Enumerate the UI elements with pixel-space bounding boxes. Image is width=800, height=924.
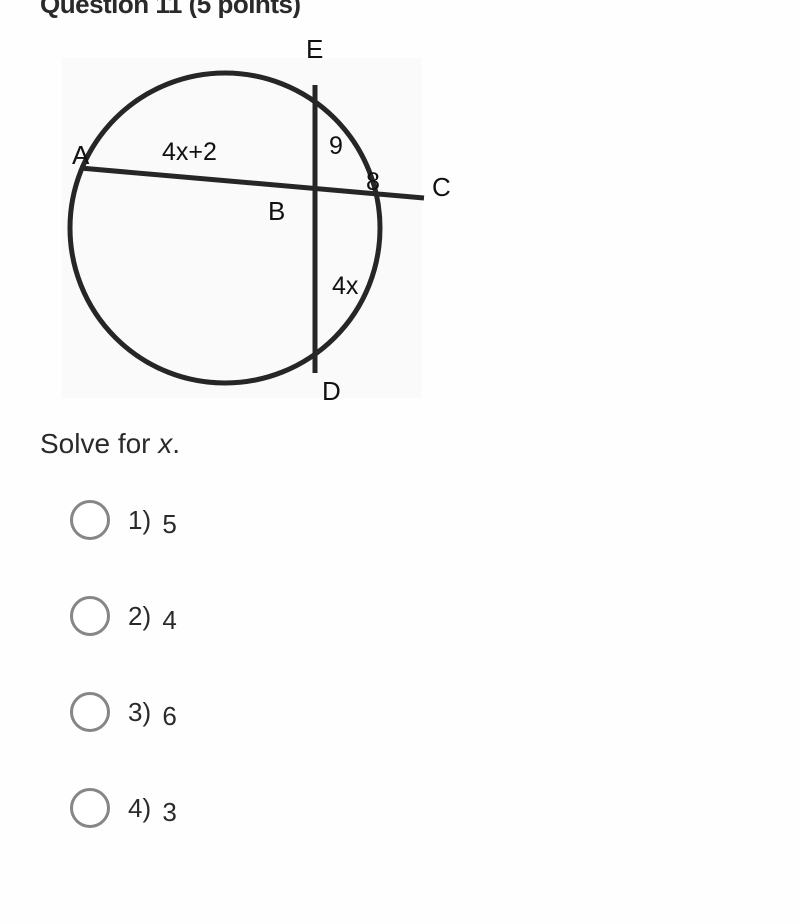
option-2[interactable]: 2) 4: [70, 596, 780, 636]
option-label: 2) 4: [128, 601, 177, 632]
option-val: 4: [162, 605, 176, 635]
label-C: C: [432, 172, 451, 202]
question-prompt: Solve for x.: [40, 428, 780, 460]
prompt-var: x: [158, 428, 172, 459]
question-title: Question 11 (5 points): [40, 0, 301, 18]
option-label: 3) 6: [128, 697, 177, 728]
geometry-diagram: A E B C D 4x+2 9 8 4x: [40, 28, 420, 398]
option-4[interactable]: 4) 3: [70, 788, 780, 828]
seg-BD-label: 4x: [332, 272, 359, 300]
seg-BE-label: 9: [329, 132, 343, 160]
label-D: D: [322, 376, 341, 406]
seg-BC-label: 8: [366, 168, 380, 196]
option-num: 3): [128, 697, 151, 727]
answer-options: 1) 5 2) 4 3) 6 4) 3: [40, 500, 780, 828]
option-3[interactable]: 3) 6: [70, 692, 780, 732]
seg-AB-label: 4x+2: [162, 138, 217, 166]
option-val: 5: [162, 509, 176, 539]
question-header: Question 11 (5 points): [40, 0, 780, 18]
option-val: 3: [162, 797, 176, 827]
option-label: 1) 5: [128, 505, 177, 536]
option-val: 6: [162, 701, 176, 731]
label-E: E: [306, 34, 323, 64]
option-num: 1): [128, 505, 151, 535]
prompt-post: .: [172, 428, 180, 459]
radio-icon[interactable]: [70, 596, 110, 636]
option-1[interactable]: 1) 5: [70, 500, 780, 540]
label-A: A: [72, 140, 90, 170]
radio-icon[interactable]: [70, 692, 110, 732]
diagram-bg: [62, 58, 422, 398]
label-B: B: [268, 196, 285, 226]
option-num: 2): [128, 601, 151, 631]
option-num: 4): [128, 793, 151, 823]
radio-icon[interactable]: [70, 500, 110, 540]
radio-icon[interactable]: [70, 788, 110, 828]
prompt-pre: Solve for: [40, 428, 158, 459]
option-label: 4) 3: [128, 793, 177, 824]
